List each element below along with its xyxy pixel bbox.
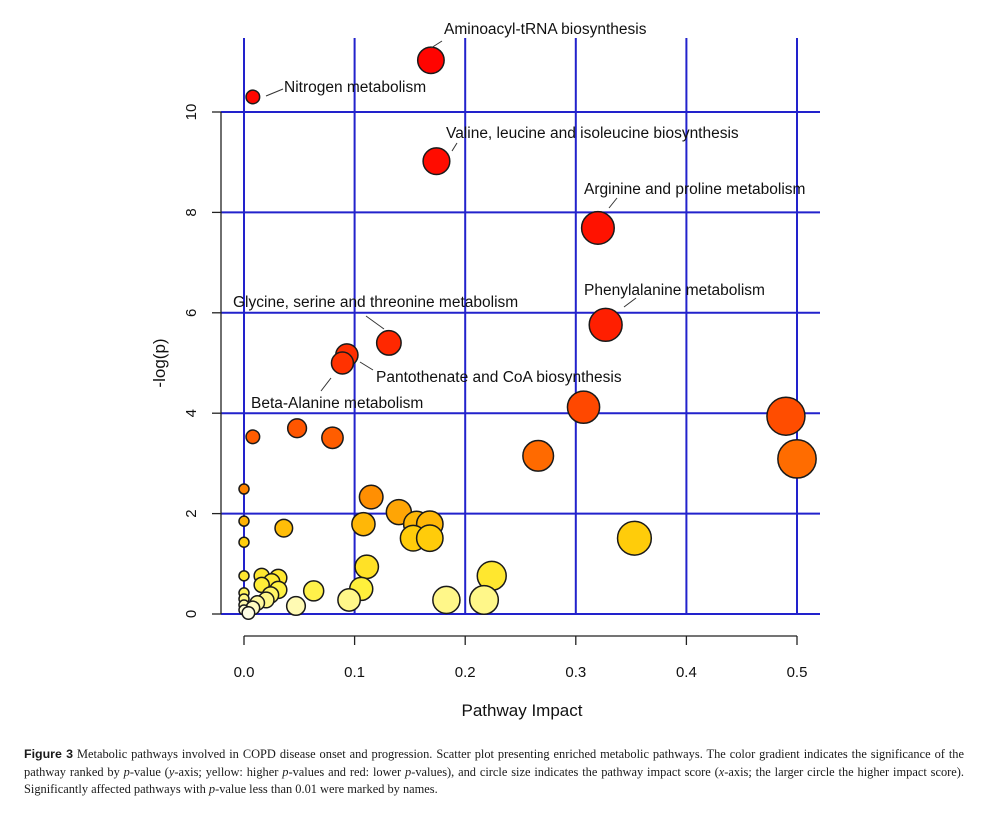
data-point: [238, 570, 250, 582]
x-tick-label: 0.4: [676, 664, 697, 681]
annotation-label: Aminoacyl-tRNA biosynthesis: [444, 21, 647, 38]
y-tick-label: 4: [183, 409, 200, 417]
y-axis-label: -log(p): [150, 338, 169, 387]
data-point: [566, 390, 601, 425]
caption-text: -values), and circle size indicates the …: [411, 764, 719, 779]
caption-text: -values and red: lower: [288, 764, 406, 779]
annotation-leader-line: [265, 88, 284, 97]
caption-text: -value (: [129, 764, 169, 779]
data-point: [522, 439, 555, 472]
annotation-leader-line: [320, 377, 332, 392]
caption-italic: p: [208, 782, 216, 796]
data-point: [468, 584, 500, 616]
annotation-leader-line: [451, 142, 458, 152]
data-point: [285, 595, 307, 617]
axes: 0 2 4 6 8 10 0.0 0.1 0.2 0.3 0.4 0.5: [183, 104, 807, 681]
caption-italic: y: [168, 764, 175, 779]
scatter-chart: 0 2 4 6 8 10 0.0 0.1 0.2 0.3 0.4 0.5 Aminoacyl-tRNA…: [150, 21, 820, 720]
data-point: [274, 518, 294, 538]
data-point: [245, 429, 261, 445]
annotation-leader-line: [365, 315, 385, 330]
caption-text: -axis; the larger circle the higher impa…: [24, 764, 964, 797]
annotation-label: Nitrogen metabolism: [284, 79, 426, 96]
caption-italic: p: [282, 764, 289, 779]
data-point-labeled: [330, 351, 355, 375]
data-point: [432, 585, 461, 615]
annotations: Aminoacyl-tRNA biosynthesis Nitrogen meta…: [233, 21, 805, 412]
annotation-leader-line: [359, 361, 374, 371]
data-point: [321, 426, 344, 450]
data-point: [241, 605, 256, 621]
data-point: [766, 396, 806, 436]
data-point: [238, 536, 250, 548]
annotation-label: Beta-Alanine metabolism: [251, 395, 423, 412]
y-tick-label: 2: [183, 509, 200, 517]
data-point: [286, 418, 308, 439]
grid-lines: [221, 38, 820, 615]
annotation-label: Valine, leucine and isoleucine biosynthe…: [446, 125, 739, 142]
annotation-label: Phenylalanine metabolism: [584, 282, 765, 299]
annotation-label: Pantothenate and CoA biosynthesis: [376, 369, 622, 386]
data-point: [616, 520, 653, 556]
y-tick-label: 10: [183, 104, 200, 121]
data-point: [354, 554, 380, 580]
data-point-labeled: [580, 210, 615, 246]
annotation-label: Arginine and proline metabolism: [584, 181, 805, 198]
x-axis-label: Pathway Impact: [462, 701, 583, 720]
caption-text: Metabolic pathways involved in COPD dise…: [24, 747, 964, 779]
figure-caption: Figure 3 Metabolic pathways involved in …: [24, 746, 964, 799]
y-tick-label: 0: [183, 610, 200, 618]
data-point: [777, 438, 817, 479]
data-point-labeled: [245, 89, 261, 105]
x-tick-label: 0.0: [234, 664, 255, 681]
data-point-labeled: [588, 307, 623, 343]
y-tick-label: 8: [183, 208, 200, 216]
annotation-label: Glycine, serine and threonine metabolism: [233, 294, 518, 311]
caption-italic: p: [123, 764, 130, 779]
data-point-labeled: [422, 147, 451, 176]
figure-label: Figure 3: [24, 747, 74, 761]
caption-italic: p: [405, 764, 412, 779]
annotation-leader-line: [623, 297, 637, 308]
x-tick-label: 0.2: [455, 664, 476, 681]
annotation-leader-line: [608, 197, 618, 209]
data-point: [415, 524, 444, 553]
x-tick-label: 0.3: [565, 664, 586, 681]
data-points: [238, 46, 817, 621]
data-point: [238, 483, 250, 495]
data-point: [238, 515, 250, 527]
caption-text: -axis; yellow: higher: [174, 764, 283, 779]
data-point: [302, 580, 325, 602]
caption-italic: x: [718, 764, 725, 779]
data-point-labeled: [375, 329, 402, 356]
annotation-leader-line: [430, 40, 443, 49]
data-point: [351, 511, 376, 537]
x-tick-label: 0.1: [344, 664, 365, 681]
data-point-labeled: [416, 46, 445, 75]
x-tick-label: 0.5: [787, 664, 808, 681]
data-point: [337, 588, 361, 612]
y-tick-label: 6: [183, 309, 200, 317]
data-point: [358, 484, 384, 510]
caption-text: -value less than 0.01 were marked by nam…: [215, 782, 438, 796]
